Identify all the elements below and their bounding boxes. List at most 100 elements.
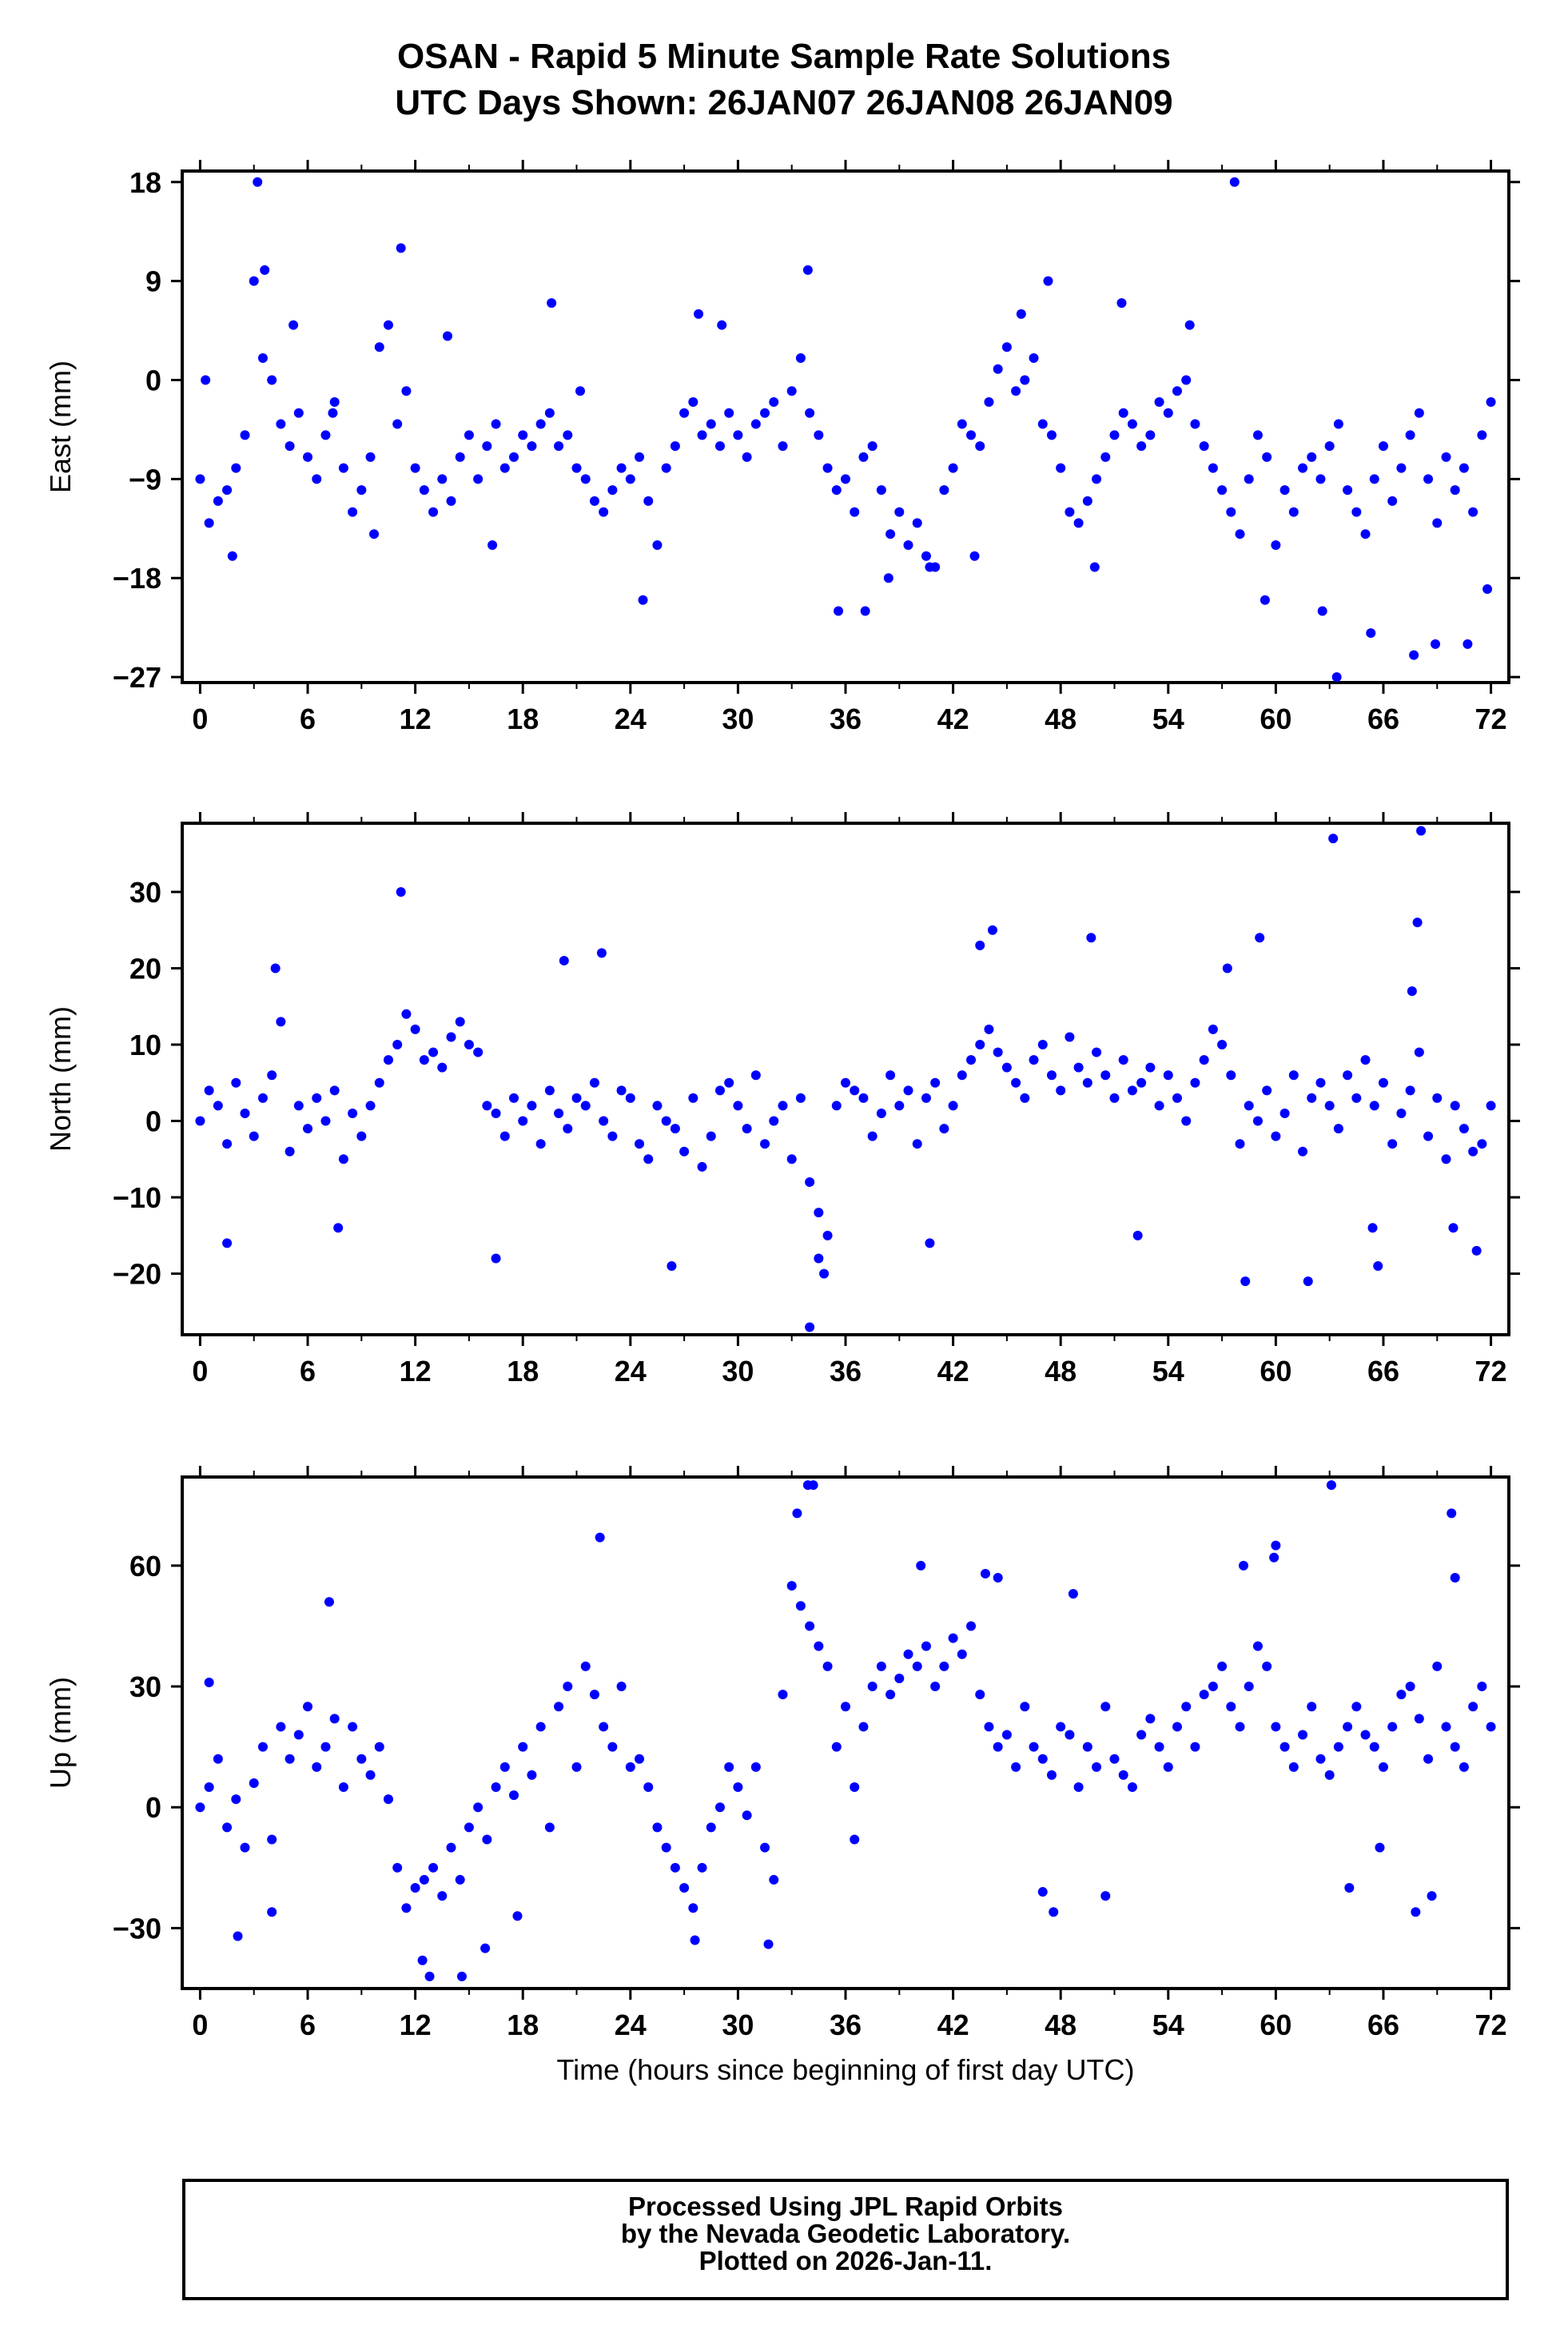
north-data-point xyxy=(333,1223,344,1233)
east-data-point xyxy=(1043,276,1053,286)
east-data-point xyxy=(625,474,635,484)
east-data-point xyxy=(1244,474,1254,484)
east-data-point xyxy=(1423,474,1434,484)
east-data-point xyxy=(876,485,886,496)
north-xtick-label: 24 xyxy=(615,1355,647,1387)
up-ytick-label: 60 xyxy=(129,1550,161,1583)
east-xtick-label: 12 xyxy=(400,703,432,735)
north-data-point xyxy=(1298,1146,1308,1157)
up-data-point xyxy=(742,1810,752,1821)
east-data-point xyxy=(831,485,842,496)
up-data-point xyxy=(1100,1891,1111,1901)
north-data-point xyxy=(1092,1047,1102,1057)
east-data-point xyxy=(717,320,727,330)
east-ytick-label: −9 xyxy=(129,463,161,496)
east-ytick-label: 0 xyxy=(145,364,161,397)
up-data-point xyxy=(975,1690,985,1700)
north-data-point xyxy=(535,1139,546,1149)
east-data-point xyxy=(401,386,412,396)
north-data-point xyxy=(329,1085,340,1096)
north-data-point xyxy=(1118,1055,1128,1065)
east-data-point xyxy=(437,474,448,484)
north-data-point xyxy=(1450,1101,1460,1111)
up-xtick-label: 66 xyxy=(1367,2009,1399,2041)
north-data-point xyxy=(437,1062,448,1073)
north-data-point xyxy=(1109,1093,1120,1103)
north-data-point xyxy=(724,1077,734,1088)
up-data-point xyxy=(921,1641,931,1651)
north-xtick-label: 6 xyxy=(300,1355,316,1387)
east-xtick-label: 72 xyxy=(1475,703,1507,735)
east-xtick-label: 24 xyxy=(615,703,647,735)
north-xtick-label: 36 xyxy=(830,1355,862,1387)
up-data-point xyxy=(1127,1782,1137,1793)
north-data-point xyxy=(1100,1070,1111,1081)
north-data-point xyxy=(688,1093,698,1103)
north-xtick-label: 72 xyxy=(1475,1355,1507,1387)
north-data-point xyxy=(1217,1040,1228,1050)
north-data-point xyxy=(1132,1230,1143,1240)
up-data-point xyxy=(473,1802,484,1813)
north-data-point xyxy=(661,1116,671,1126)
north-data-point xyxy=(814,1208,824,1218)
up-data-point xyxy=(1423,1754,1434,1764)
up-data-point xyxy=(1172,1722,1182,1732)
east-data-point xyxy=(1163,408,1173,418)
north-data-point xyxy=(499,1131,510,1141)
east-ytick-label: −18 xyxy=(113,562,161,595)
east-data-point xyxy=(795,352,806,363)
north-data-point xyxy=(293,1101,304,1111)
up-data-point xyxy=(1181,1702,1192,1712)
up-data-point xyxy=(1046,1770,1057,1780)
up-data-point xyxy=(1387,1722,1398,1732)
north-xtick-label: 12 xyxy=(400,1355,432,1387)
up-data-point xyxy=(365,1770,376,1780)
east-data-point xyxy=(635,452,645,462)
north-data-point xyxy=(455,1017,465,1027)
north-data-point xyxy=(401,1009,412,1019)
north-data-point xyxy=(850,1085,860,1096)
up-data-point xyxy=(338,1782,348,1793)
up-data-point xyxy=(589,1690,599,1700)
east-data-point xyxy=(1343,485,1353,496)
north-data-point xyxy=(473,1047,484,1057)
up-data-point xyxy=(249,1778,259,1788)
up-data-point xyxy=(348,1722,358,1732)
north-data-point xyxy=(930,1077,941,1088)
east-data-point xyxy=(1463,639,1473,649)
east-data-point xyxy=(850,507,860,517)
up-data-point xyxy=(195,1802,205,1813)
up-data-point xyxy=(356,1754,367,1764)
east-data-point xyxy=(213,496,223,506)
up-data-point xyxy=(204,1678,214,1688)
north-data-point xyxy=(1065,1032,1075,1042)
up-data-point xyxy=(1396,1690,1407,1700)
up-ytick-label: 30 xyxy=(129,1670,161,1703)
east-data-point xyxy=(834,606,844,616)
north-ytick-label: −20 xyxy=(113,1258,161,1291)
north-data-point xyxy=(563,1124,573,1134)
up-data-point xyxy=(1378,1762,1388,1772)
north-data-point xyxy=(1416,826,1427,836)
up-data-point xyxy=(1411,1907,1421,1917)
east-data-point xyxy=(1118,408,1128,418)
north-data-point xyxy=(831,1101,842,1111)
footer-line2: by the Nevada Geodetic Laboratory. xyxy=(620,2219,1071,2248)
east-data-point xyxy=(679,408,690,418)
up-data-point xyxy=(535,1722,546,1732)
east-xtick-label: 54 xyxy=(1152,703,1184,735)
north-data-point xyxy=(1387,1139,1398,1149)
up-data-point xyxy=(894,1673,905,1683)
east-data-point xyxy=(260,265,270,275)
east-data-point xyxy=(1315,474,1326,484)
up-data-point xyxy=(993,1572,1003,1583)
north-data-point xyxy=(607,1131,618,1141)
north-data-point xyxy=(714,1085,725,1096)
north-data-point xyxy=(580,1101,591,1111)
east-xtick-label: 0 xyxy=(192,703,208,735)
up-xtick-label: 54 xyxy=(1152,2009,1184,2041)
north-data-point xyxy=(1190,1077,1200,1088)
north-ytick-label: −10 xyxy=(113,1181,161,1214)
north-data-point xyxy=(1029,1055,1039,1065)
